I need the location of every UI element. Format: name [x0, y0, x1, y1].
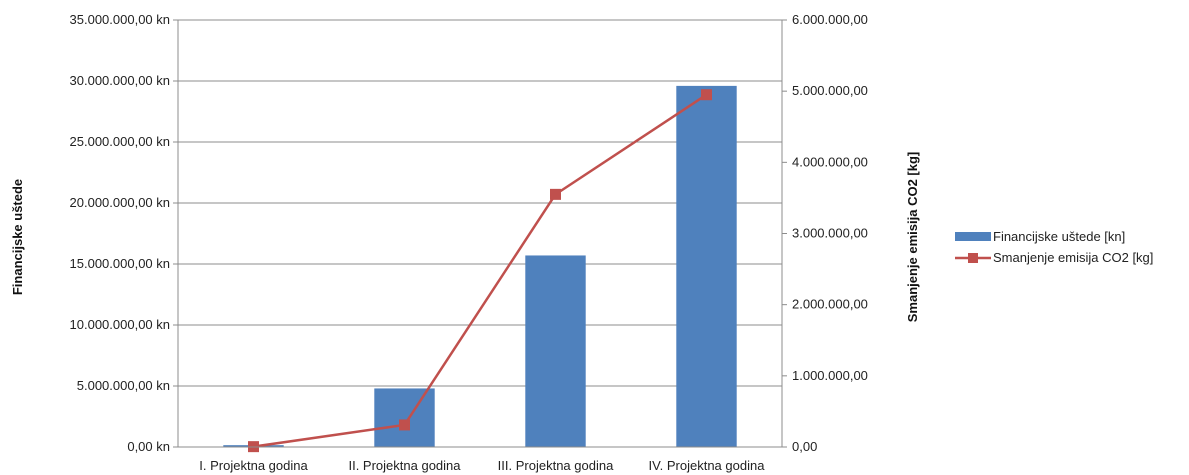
line-series	[248, 89, 712, 453]
x-tick-label: IV. Projektna godina	[649, 458, 766, 473]
bar-series	[223, 85, 737, 447]
y-axis-ticks: 0,00 kn 5.000.000,00 kn 10.000.000,00 kn 15…	[70, 12, 178, 454]
x-tick-label: III. Projektna godina	[498, 458, 614, 473]
y-tick-label: 10.000.000,00 kn	[70, 317, 170, 332]
y2-tick-label: 2.000.000,00	[792, 297, 868, 312]
x-axis-ticks: I. Projektna godina II. Projektna godina I…	[199, 458, 765, 473]
x-tick-label: II. Projektna godina	[348, 458, 461, 473]
y-tick-label: 0,00 kn	[127, 439, 170, 454]
legend-label-bar: Financijske uštede [kn]	[993, 229, 1125, 244]
y-axis-title: Financijske uštede	[10, 179, 25, 295]
y2-axis-ticks: 0,00 1.000.000,00 2.000.000,00 3.000.000,00…	[782, 12, 868, 454]
y-tick-label: 35.000.000,00 kn	[70, 12, 170, 27]
line-point	[399, 419, 410, 431]
y2-tick-label: 6.000.000,00	[792, 12, 868, 27]
legend-swatch-marker	[968, 253, 978, 263]
y-tick-label: 15.000.000,00 kn	[70, 256, 170, 271]
y-tick-label: 5.000.000,00 kn	[77, 378, 170, 393]
y2-tick-label: 4.000.000,00	[792, 154, 868, 169]
legend: Financijske uštede [kn] Smanjenje emisij…	[955, 229, 1153, 265]
y2-tick-label: 3.000.000,00	[792, 226, 868, 241]
bar	[525, 255, 586, 447]
legend-swatch-bar	[955, 232, 991, 241]
series-line	[253, 93, 708, 448]
x-tick-label: I. Projektna godina	[199, 458, 308, 473]
line-point	[701, 89, 712, 101]
y2-axis-title: Smanjenje emisija CO2 [kg]	[905, 152, 920, 323]
bar	[374, 388, 435, 447]
gridlines	[178, 19, 782, 387]
y-tick-label: 25.000.000,00 kn	[70, 134, 170, 149]
y-tick-label: 30.000.000,00 kn	[70, 73, 170, 88]
bar	[676, 85, 737, 447]
y-tick-label: 20.000.000,00 kn	[70, 195, 170, 210]
line-point	[550, 188, 561, 200]
legend-label-line: Smanjenje emisija CO2 [kg]	[993, 250, 1153, 265]
y2-tick-label: 5.000.000,00	[792, 83, 868, 98]
y2-tick-label: 1.000.000,00	[792, 368, 868, 383]
y2-tick-label: 0,00	[792, 439, 817, 454]
